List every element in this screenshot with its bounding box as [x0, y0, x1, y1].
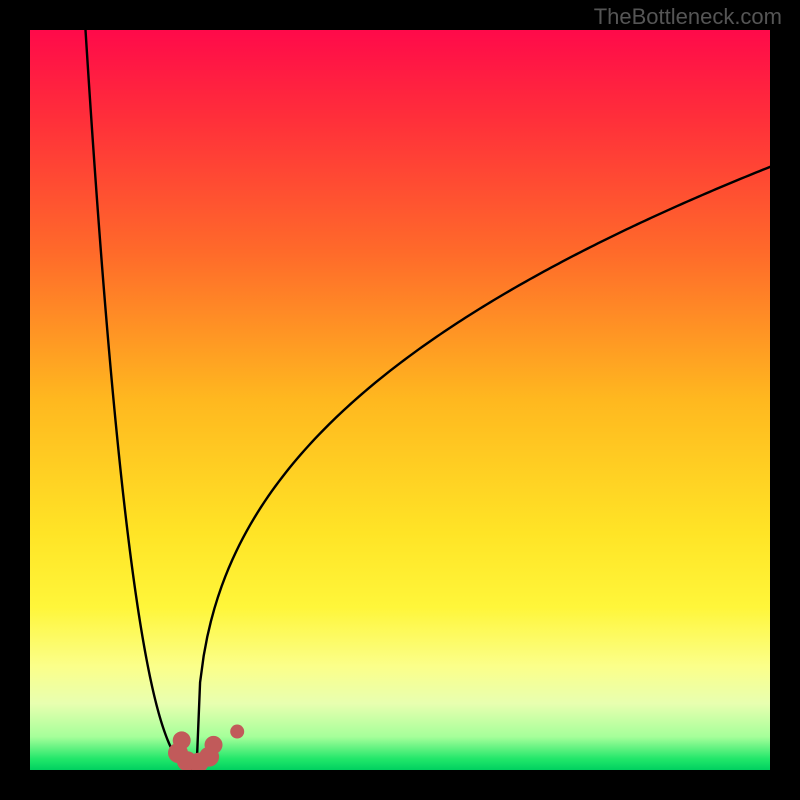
- chart-container: TheBottleneck.com: [0, 0, 800, 800]
- plot-area: [30, 30, 770, 770]
- optimum-marker: [205, 736, 223, 754]
- attribution-watermark: TheBottleneck.com: [594, 4, 782, 30]
- optimum-marker: [230, 725, 244, 739]
- bottleneck-curve: [86, 30, 197, 770]
- bottleneck-curve: [197, 167, 771, 770]
- curves-overlay: [30, 30, 770, 770]
